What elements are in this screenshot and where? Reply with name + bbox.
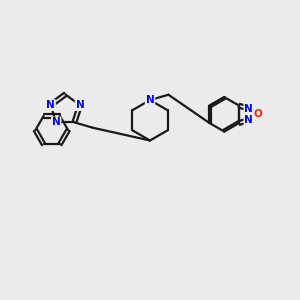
Text: O: O	[254, 109, 262, 119]
Text: N: N	[76, 100, 84, 110]
Text: N: N	[244, 103, 253, 113]
Text: N: N	[52, 117, 61, 128]
Text: N: N	[146, 95, 154, 105]
Text: N: N	[46, 100, 55, 110]
Text: N: N	[244, 115, 253, 125]
